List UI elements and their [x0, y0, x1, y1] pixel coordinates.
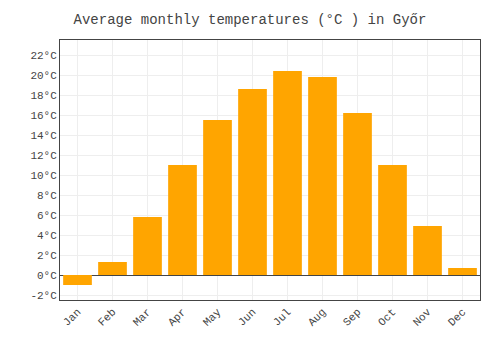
svg-text:2°C: 2°C — [37, 250, 57, 262]
svg-text:-2°C: -2°C — [30, 290, 57, 302]
svg-text:4°C: 4°C — [37, 230, 57, 242]
svg-text:Mar: Mar — [131, 306, 153, 328]
svg-text:Average monthly temperatures (: Average monthly temperatures (°C ) in Gy… — [74, 12, 427, 28]
svg-text:14°C: 14°C — [30, 130, 57, 142]
svg-text:Oct: Oct — [376, 306, 398, 328]
svg-text:6°C: 6°C — [37, 210, 57, 222]
svg-text:10°C: 10°C — [30, 170, 57, 182]
svg-text:Feb: Feb — [96, 306, 118, 328]
svg-text:8°C: 8°C — [37, 190, 57, 202]
svg-text:Jun: Jun — [236, 306, 258, 328]
svg-text:Dec: Dec — [446, 306, 468, 328]
svg-text:18°C: 18°C — [30, 90, 57, 102]
svg-text:Aug: Aug — [306, 306, 328, 328]
svg-text:12°C: 12°C — [30, 150, 57, 162]
svg-text:0°C: 0°C — [37, 270, 57, 282]
svg-text:Nov: Nov — [411, 306, 434, 329]
svg-text:22°C: 22°C — [30, 50, 57, 62]
svg-text:May: May — [201, 306, 224, 329]
svg-text:Jan: Jan — [61, 306, 83, 328]
svg-text:16°C: 16°C — [30, 110, 57, 122]
svg-text:20°C: 20°C — [30, 70, 57, 82]
svg-text:Sep: Sep — [341, 306, 363, 328]
svg-text:Jul: Jul — [271, 306, 293, 328]
svg-text:Apr: Apr — [166, 306, 188, 328]
